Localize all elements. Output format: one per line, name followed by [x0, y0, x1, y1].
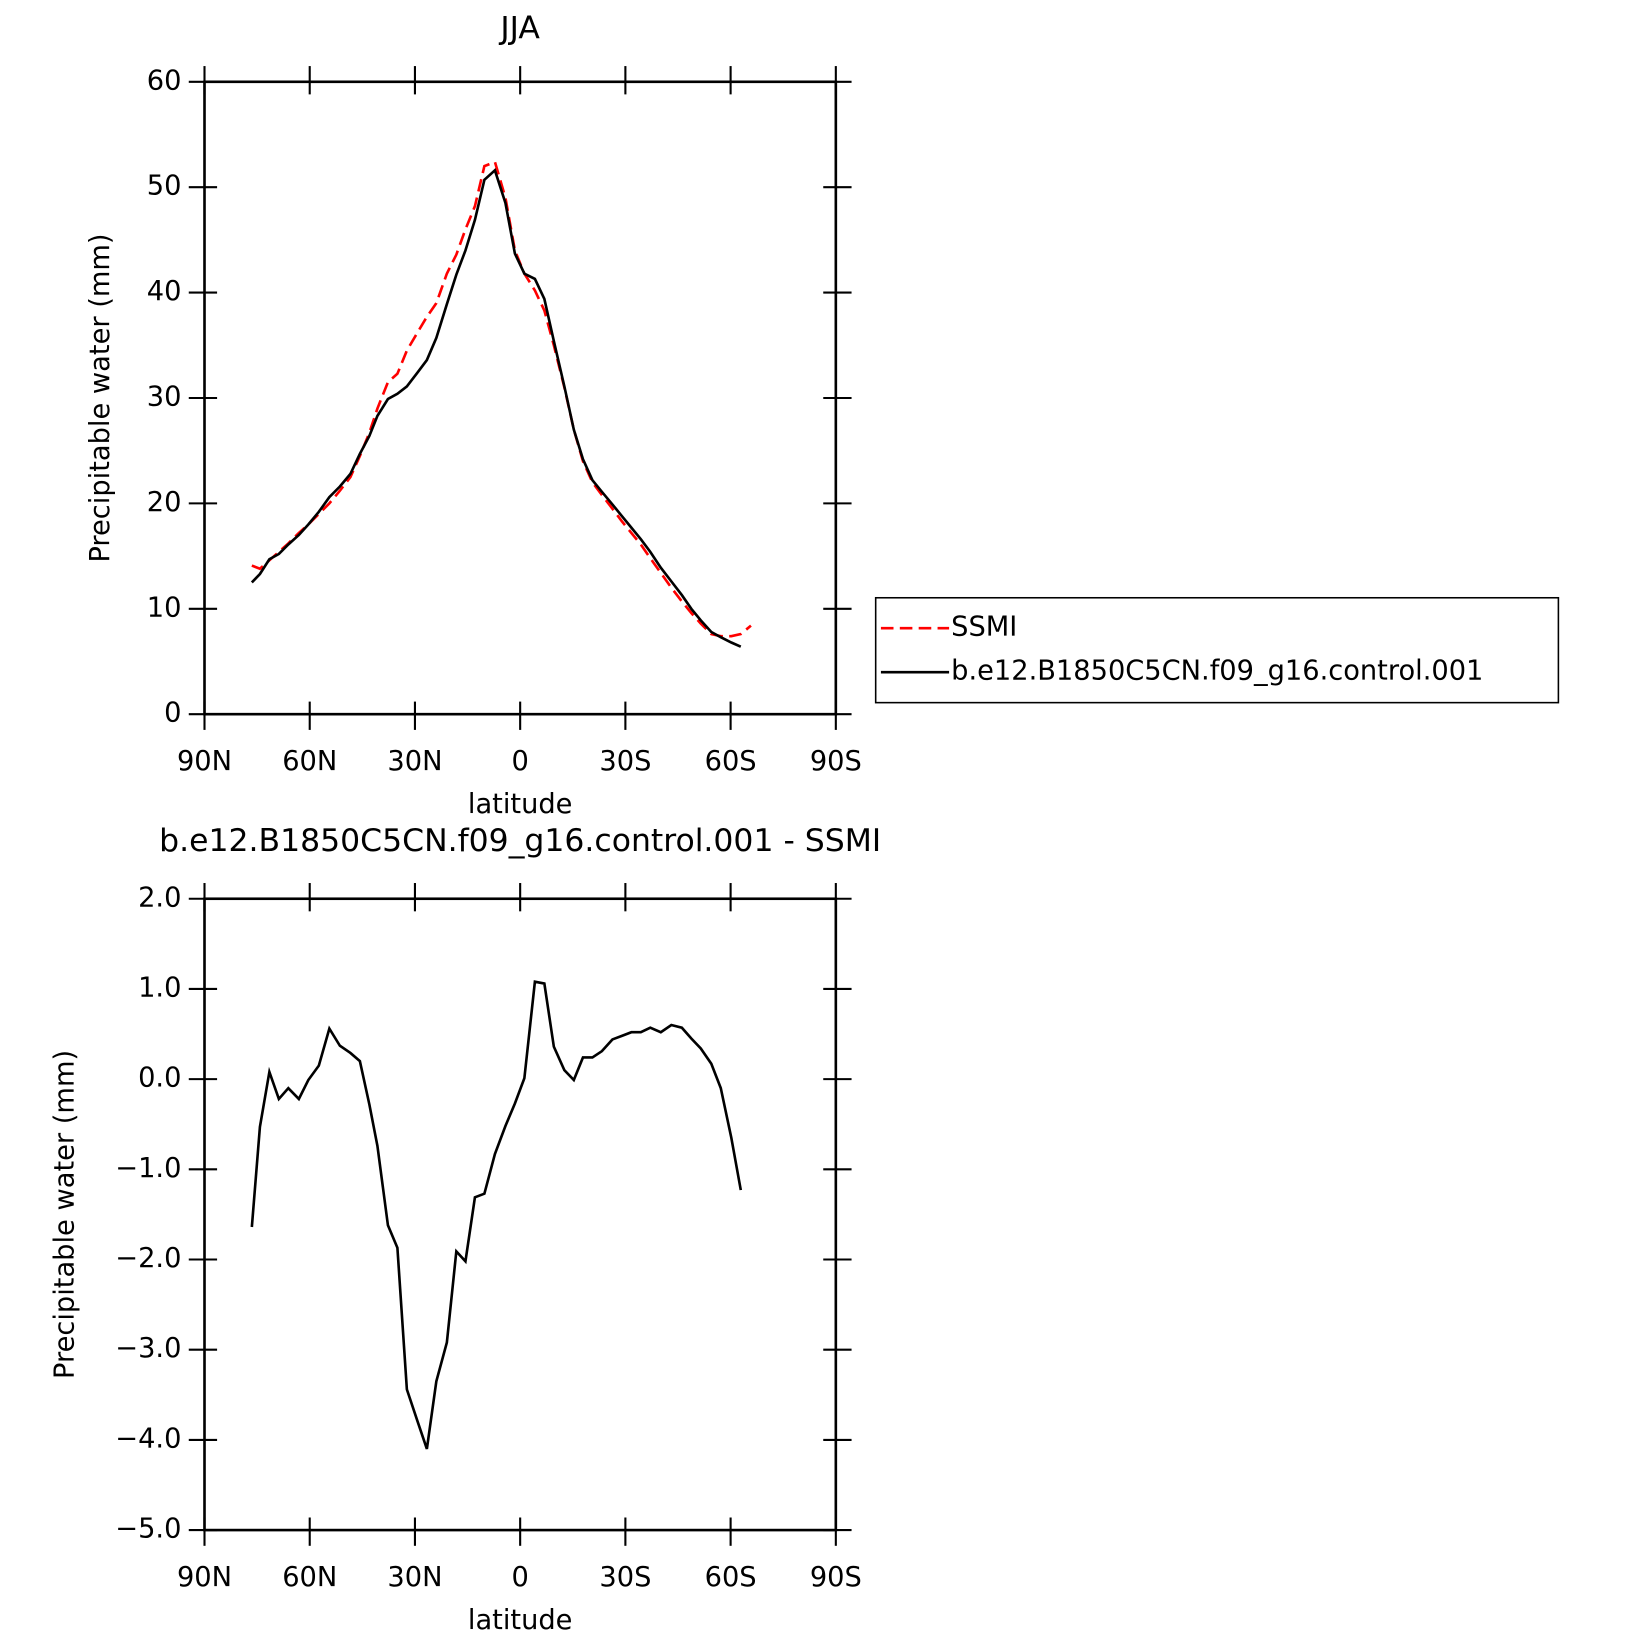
y-tick-label: −5.0 — [115, 1514, 181, 1545]
y-tick-label: 50 — [147, 171, 182, 202]
legend-label: SSMI — [951, 612, 1017, 643]
legend-box — [874, 596, 1560, 704]
y-tick-label: 10 — [147, 592, 182, 623]
x-axis-label: latitude — [468, 789, 573, 820]
y-tick-label: −1.0 — [115, 1153, 181, 1184]
plot-frame — [203, 80, 838, 716]
y-tick-label: 30 — [147, 381, 182, 412]
x-tick-label: 90N — [177, 1562, 232, 1593]
y-tick-label: −3.0 — [115, 1333, 181, 1364]
x-tick-label: 30N — [387, 746, 442, 777]
x-tick-label: 30N — [387, 1562, 442, 1593]
x-tick-label: 60S — [705, 746, 757, 777]
data-line — [250, 168, 742, 648]
x-axis-label: latitude — [468, 1605, 573, 1636]
x-tick-label: 90S — [810, 746, 862, 777]
y-tick-label: −2.0 — [115, 1243, 181, 1274]
x-tick-label: 0 — [511, 746, 528, 777]
chart-title: b.e12.B1850C5CN.f09_g16.control.001 - SS… — [159, 823, 881, 859]
plot-frame — [203, 897, 838, 1532]
x-tick-label: 60S — [705, 1562, 757, 1593]
y-tick-label: 40 — [147, 276, 182, 307]
y-tick-label: 20 — [147, 487, 182, 518]
data-line — [251, 160, 752, 638]
y-axis-label: Precipitable water (mm) — [50, 1050, 81, 1379]
x-tick-label: 90N — [177, 746, 232, 777]
x-tick-label: 30S — [599, 1562, 651, 1593]
y-tick-label: −4.0 — [115, 1423, 181, 1454]
chart-title: JJA — [498, 10, 540, 46]
y-tick-label: 0.0 — [138, 1063, 181, 1094]
x-tick-label: 60N — [282, 1562, 337, 1593]
y-axis-label: Precipitable water (mm) — [85, 233, 116, 562]
y-tick-label: 2.0 — [138, 882, 181, 913]
legend-label: b.e12.B1850C5CN.f09_g16.control.001 — [951, 656, 1483, 687]
data-line — [250, 980, 743, 1450]
x-tick-label: 60N — [282, 746, 337, 777]
x-tick-label: 30S — [599, 746, 651, 777]
y-tick-label: 1.0 — [138, 972, 181, 1003]
y-tick-label: 0 — [164, 698, 181, 729]
y-tick-label: 60 — [147, 65, 182, 96]
x-tick-label: 90S — [810, 1562, 862, 1593]
x-tick-label: 0 — [511, 1562, 528, 1593]
